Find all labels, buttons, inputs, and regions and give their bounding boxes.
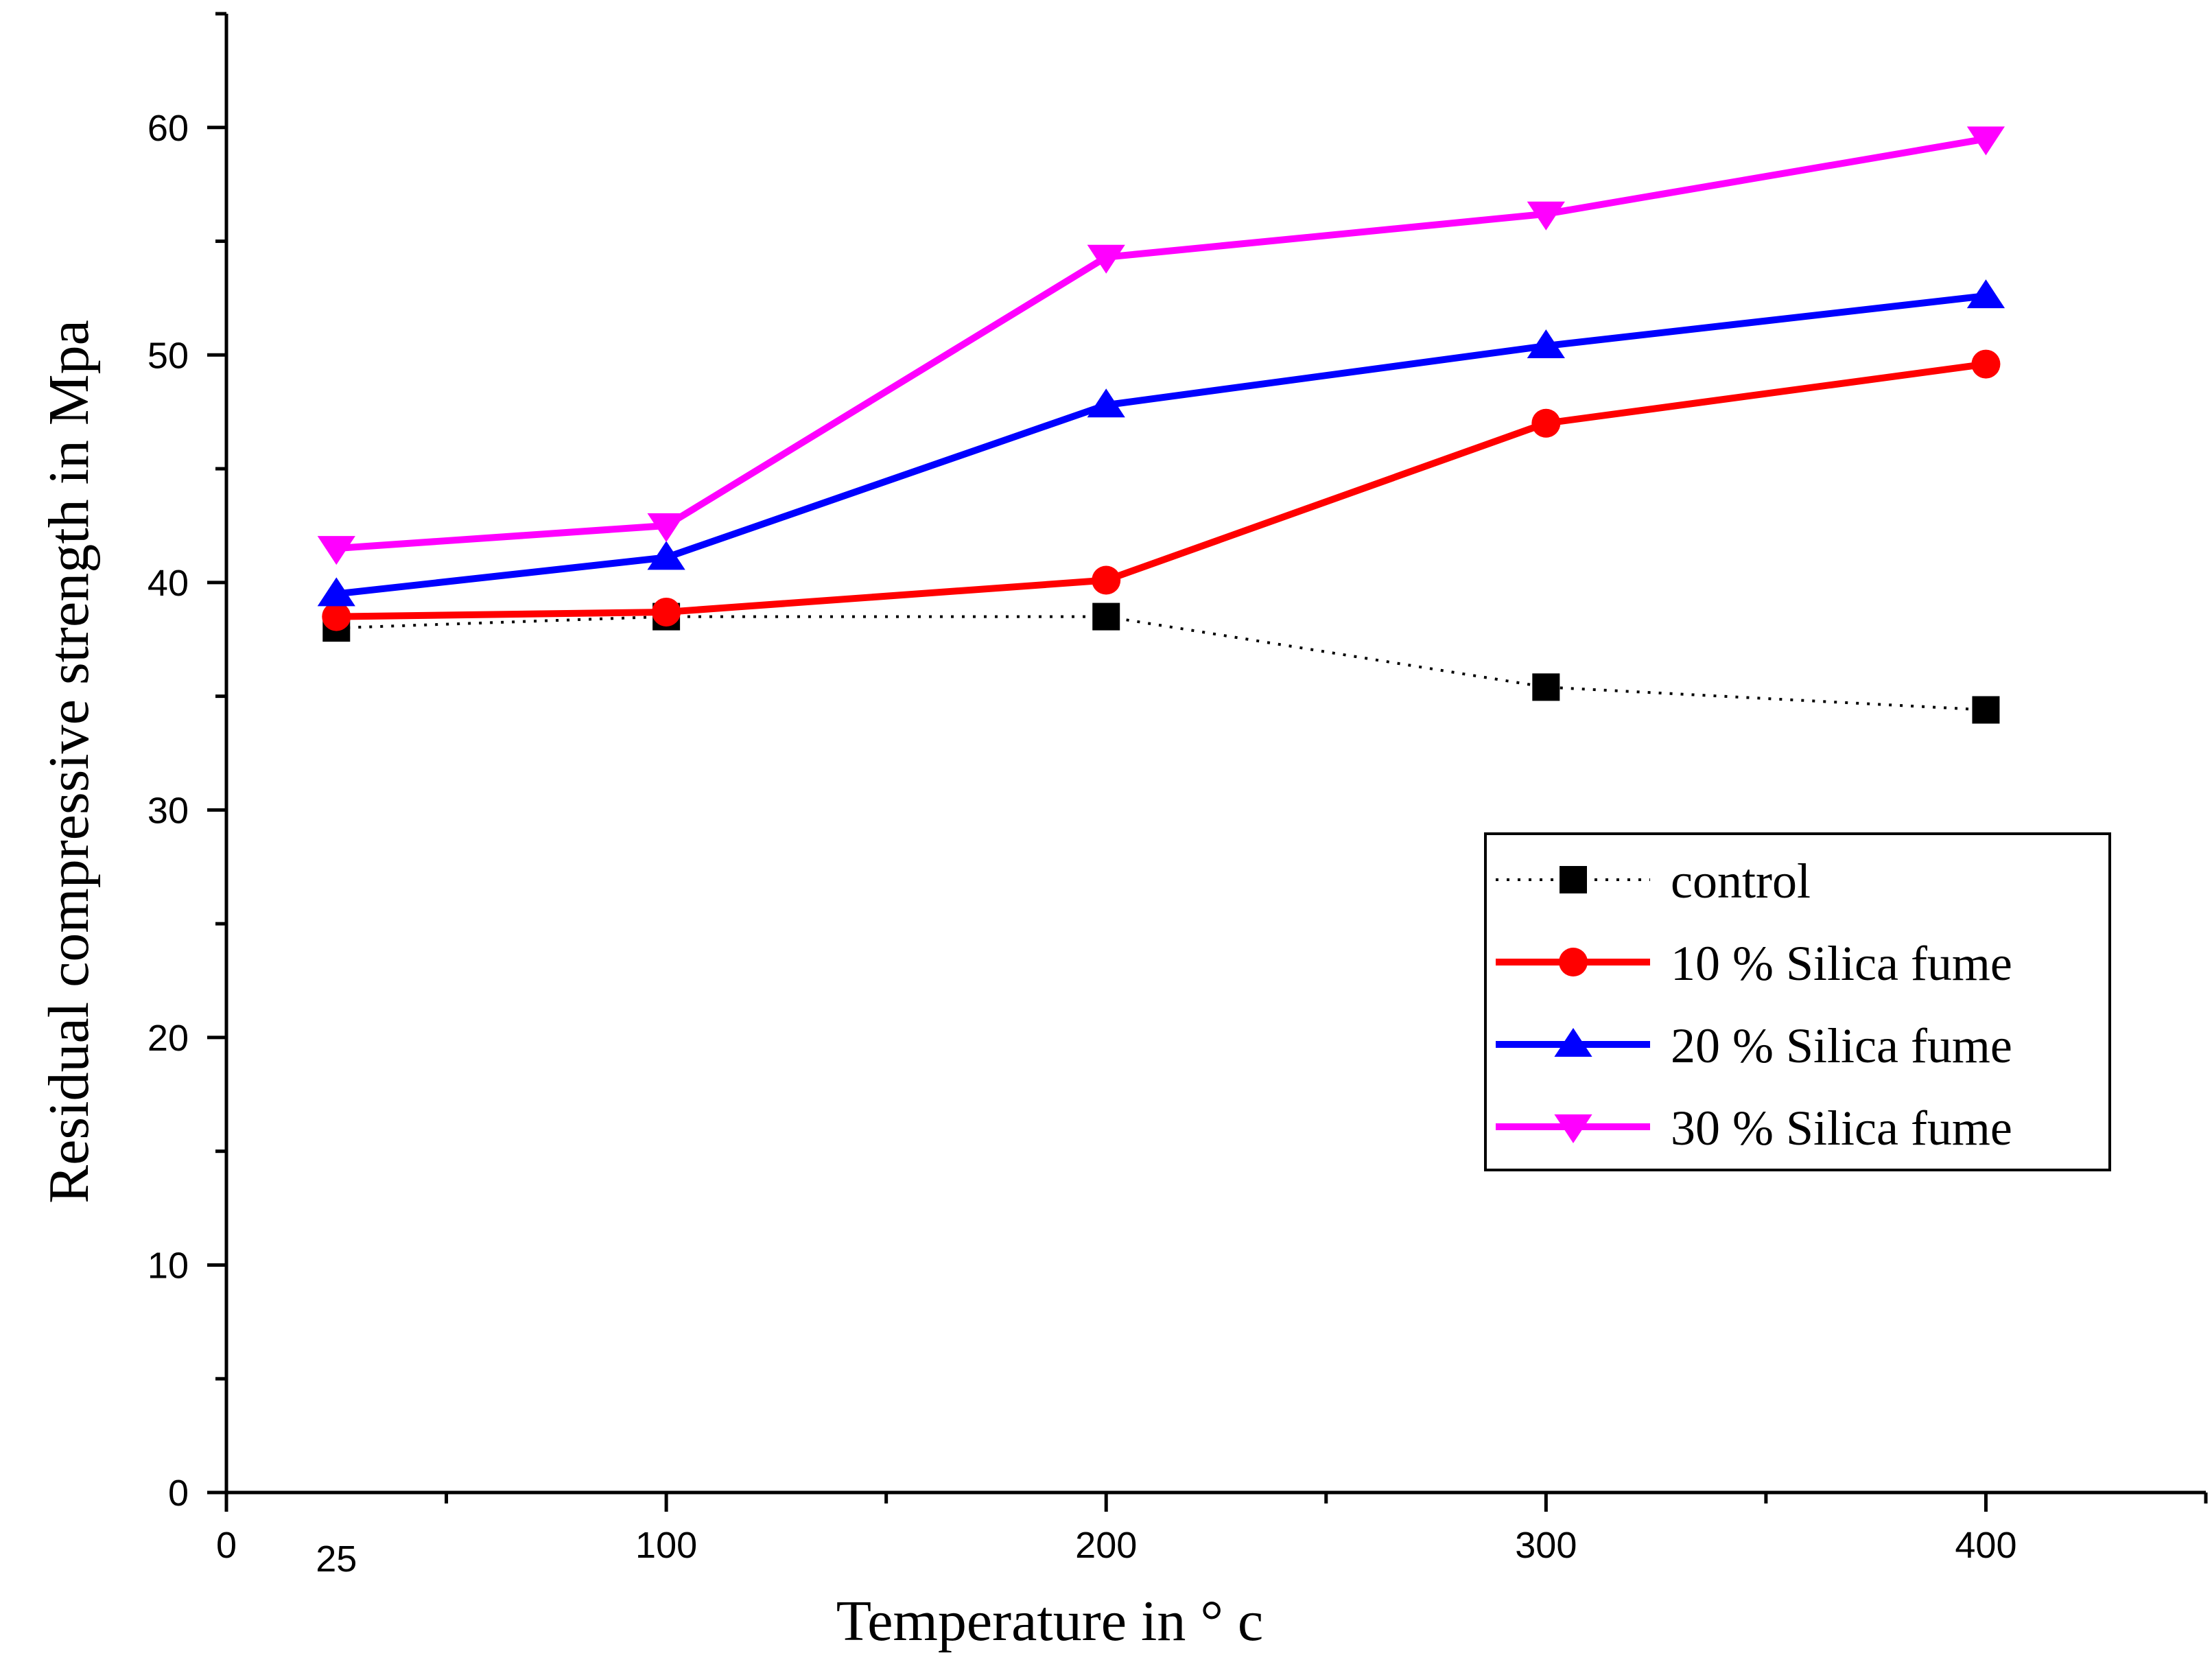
legend-entry: 30 % Silica fume bbox=[1496, 1101, 2012, 1156]
data-point bbox=[1559, 948, 1588, 976]
data-point bbox=[1527, 329, 1565, 359]
series-layer bbox=[317, 126, 2005, 724]
data-point bbox=[1560, 866, 1587, 893]
y-tick-label: 60 bbox=[148, 108, 189, 149]
data-point bbox=[1966, 126, 2005, 156]
series-line bbox=[336, 135, 1987, 552]
legend-label: 20 % Silica fume bbox=[1671, 1018, 2012, 1073]
y-tick-label: 0 bbox=[168, 1473, 189, 1514]
x-tick-label: 25 bbox=[316, 1538, 357, 1580]
legend-label: 30 % Silica fume bbox=[1671, 1101, 2012, 1156]
series bbox=[322, 602, 2000, 724]
series bbox=[322, 349, 2001, 631]
data-point bbox=[1554, 1028, 1592, 1057]
y-tick-label: 40 bbox=[148, 563, 189, 604]
series bbox=[317, 126, 2005, 565]
data-point bbox=[1087, 388, 1125, 418]
legend-label: control bbox=[1671, 854, 1811, 909]
legend-entry: 10 % Silica fume bbox=[1496, 936, 2012, 991]
data-point bbox=[647, 541, 685, 570]
data-point bbox=[1971, 349, 2001, 379]
data-point bbox=[647, 513, 685, 542]
x-axis-title: Temperature in ° c bbox=[836, 1589, 1263, 1653]
series bbox=[317, 279, 2005, 607]
data-point bbox=[317, 536, 355, 565]
y-tick-label: 50 bbox=[148, 335, 189, 376]
data-point bbox=[1554, 1114, 1592, 1143]
legend-box bbox=[1484, 832, 2111, 1171]
data-point bbox=[317, 577, 355, 607]
data-point bbox=[652, 597, 681, 627]
data-point bbox=[1966, 279, 2005, 309]
y-axis-ticks: 0 10 20 30 40 50 60 bbox=[148, 12, 226, 1514]
x-tick-label: 400 bbox=[1955, 1525, 2016, 1566]
y-tick-label: 20 bbox=[148, 1018, 189, 1059]
data-point bbox=[322, 602, 351, 631]
y-axis-title: Residual compressive strength in Mpa bbox=[37, 320, 101, 1204]
data-point bbox=[1532, 673, 1560, 701]
data-point bbox=[1531, 408, 1561, 438]
x-tick-label: 300 bbox=[1515, 1525, 1577, 1566]
x-tick-label: 100 bbox=[635, 1525, 697, 1566]
legend: control 10 % Silica fume 20 % Silica fume 3… bbox=[1484, 832, 2111, 1171]
legend-entry: control bbox=[1496, 854, 1811, 909]
x-tick-label: 200 bbox=[1075, 1525, 1137, 1566]
series-line bbox=[336, 360, 1987, 620]
data-point bbox=[1092, 602, 1120, 631]
data-point bbox=[1092, 565, 1121, 595]
y-tick-label: 30 bbox=[148, 790, 189, 831]
legend-label: 10 % Silica fume bbox=[1671, 936, 2012, 991]
data-point bbox=[1527, 201, 1565, 231]
data-point bbox=[1087, 244, 1125, 274]
y-tick-label: 10 bbox=[148, 1245, 189, 1286]
axes bbox=[224, 14, 2206, 1495]
x-tick-label: 0 bbox=[216, 1525, 237, 1566]
data-point bbox=[1972, 696, 2000, 724]
legend-entry: 20 % Silica fume bbox=[1496, 1018, 2012, 1073]
series-line bbox=[336, 292, 1987, 598]
series-line bbox=[336, 615, 1986, 712]
x-axis-ticks: 0 100 200 300 400 25 bbox=[216, 1493, 2208, 1580]
